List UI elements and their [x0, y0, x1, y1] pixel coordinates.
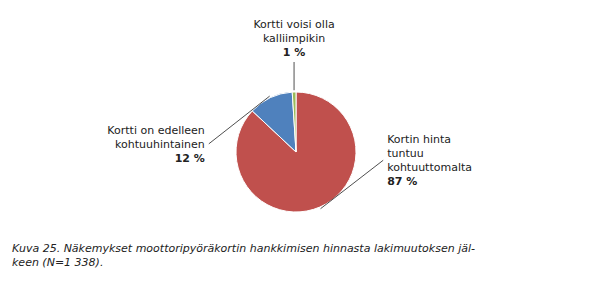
pie-slice — [236, 92, 356, 212]
data-label: 1 % — [283, 46, 306, 59]
slice-label: Kortti on edelleenkohtuuhintainen — [107, 124, 204, 151]
caption: Kuva 25. Näkemykset moottoripyöräkortin … — [12, 242, 475, 269]
data-label: 12 % — [175, 152, 205, 165]
slice-label: Kortti voisi ollakalliimpikin — [253, 18, 334, 45]
leader-line — [209, 96, 270, 144]
labels: Kortin hintatuntuukohtuuttomalta87 % Kort… — [107, 18, 472, 209]
pie-slice — [292, 92, 296, 152]
pie — [236, 92, 356, 212]
slice-label: Kortin hintatuntuukohtuuttomalta — [387, 133, 472, 174]
chart: Kortin hintatuntuukohtuuttomalta87 % Kort… — [0, 0, 593, 293]
data-label: 87 % — [387, 175, 417, 188]
leader-line — [321, 160, 384, 208]
leader-line — [294, 62, 295, 90]
pie-slice — [252, 92, 296, 152]
